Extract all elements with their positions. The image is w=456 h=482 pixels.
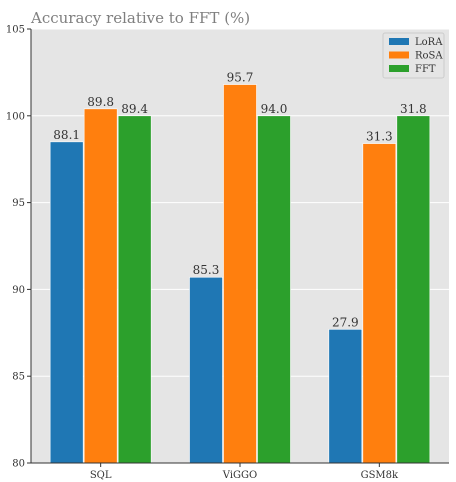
- y-tick-label: 100: [6, 111, 25, 122]
- data-label: 89.4: [121, 102, 148, 116]
- data-label: 89.8: [87, 95, 114, 109]
- bar-fft-gsm8k: [396, 115, 431, 464]
- legend-label: FFT: [415, 64, 436, 75]
- x-tick-label: ViGGO: [222, 470, 257, 481]
- y-tick-label: 95: [12, 198, 25, 209]
- bar-lora-viggo: [189, 276, 223, 464]
- legend-swatch: [389, 38, 409, 45]
- y-tick-label: 90: [12, 285, 25, 296]
- y-tick-label: 80: [12, 459, 25, 470]
- bar-fft-viggo: [257, 115, 291, 464]
- data-label: 31.3: [366, 130, 393, 144]
- x-tick-label: GSM8k: [361, 470, 399, 481]
- bar-fft-sql: [117, 115, 152, 464]
- bar-rosa-gsm8k: [362, 143, 397, 464]
- data-label: 27.9: [332, 315, 359, 329]
- data-label: 95.7: [227, 71, 254, 85]
- y-ticks: 80 85 90 95 100 105: [6, 25, 31, 470]
- legend-label: RoSA: [415, 51, 443, 62]
- data-label: 94.0: [261, 102, 288, 116]
- chart-title: Accuracy relative to FFT (%): [30, 9, 250, 27]
- x-tick-label: SQL: [90, 470, 112, 481]
- legend-label: LoRA: [415, 37, 443, 48]
- data-labels: 88.1 89.8 89.4 85.3 95.7 94.0 27.9 31.3 31.8: [53, 71, 426, 330]
- legend-swatch: [389, 51, 409, 59]
- bar-rosa-sql: [83, 108, 118, 464]
- y-tick-label: 105: [6, 25, 25, 36]
- x-ticks: SQL ViGGO GSM8k: [90, 463, 399, 481]
- bar-lora-sql: [49, 141, 84, 464]
- legend-swatch: [389, 65, 409, 72]
- data-label: 31.8: [400, 102, 427, 116]
- data-label: 85.3: [193, 263, 220, 277]
- y-tick-label: 85: [12, 372, 25, 383]
- bar-lora-gsm8k: [328, 329, 363, 464]
- data-label: 88.1: [53, 128, 80, 142]
- bars: [49, 84, 431, 464]
- bar-rosa-viggo: [223, 84, 257, 464]
- legend: LoRA RoSA FFT: [382, 32, 445, 79]
